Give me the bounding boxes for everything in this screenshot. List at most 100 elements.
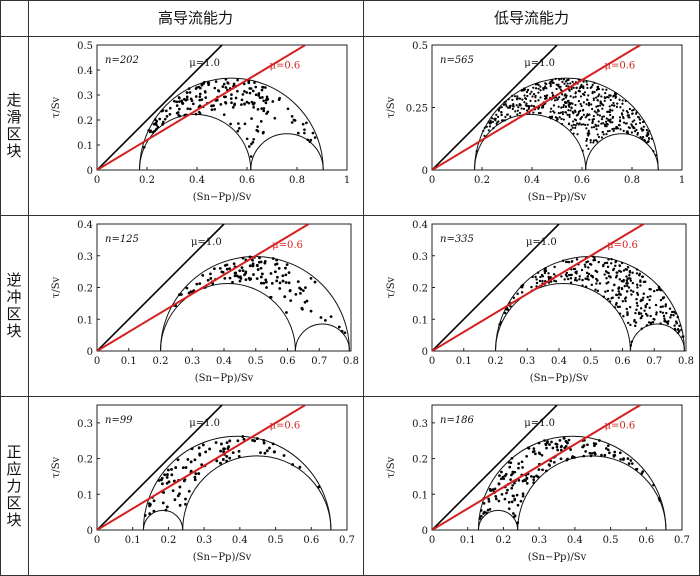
data-point <box>590 103 593 106</box>
data-point <box>614 264 617 268</box>
data-point <box>587 266 590 269</box>
data-point <box>483 126 486 129</box>
data-point <box>659 298 663 302</box>
data-point <box>600 118 604 121</box>
data-point <box>569 277 573 280</box>
data-point <box>304 286 307 290</box>
chart-thrust-low: 0 0.1 0.2 0.3 0.4 0.5 0.6 0.7 0.8 0 0.1 0.2 0.3 0.4 (S… <box>386 220 694 384</box>
data-point <box>549 85 552 88</box>
data-point <box>574 91 577 94</box>
data-point <box>554 77 557 80</box>
data-point <box>187 489 191 493</box>
data-point <box>560 275 563 278</box>
data-point <box>256 268 260 271</box>
data-point <box>639 312 643 315</box>
data-point <box>604 120 608 123</box>
data-point <box>578 122 581 125</box>
data-point <box>635 112 638 115</box>
data-point <box>284 281 288 284</box>
data-point <box>616 271 619 274</box>
data-point <box>581 445 584 449</box>
data-point <box>596 289 600 293</box>
data-point <box>587 147 590 151</box>
data-point <box>564 111 567 114</box>
data-point <box>545 446 548 450</box>
data-point <box>593 110 596 113</box>
data-point <box>586 98 589 101</box>
data-point <box>661 311 665 315</box>
data-point <box>184 466 188 469</box>
data-point <box>532 447 536 450</box>
data-point <box>161 123 165 126</box>
data-point <box>629 289 633 292</box>
x-tick-label: 0.1 <box>460 535 476 546</box>
x-axis-label: (Sn−Pp)/Sv <box>528 552 587 563</box>
data-point <box>516 292 519 296</box>
data-point <box>585 80 588 83</box>
data-point <box>487 500 491 503</box>
data-point <box>479 514 483 518</box>
data-point <box>213 86 217 90</box>
data-point <box>661 296 665 299</box>
data-point <box>560 77 563 80</box>
data-point <box>220 442 223 446</box>
data-point <box>631 120 634 123</box>
data-point <box>228 267 232 271</box>
data-point <box>646 314 649 317</box>
data-point <box>228 439 232 443</box>
data-point <box>260 107 264 110</box>
x-tick-label: 0.4 <box>189 175 205 186</box>
data-point <box>184 497 187 501</box>
data-point <box>560 122 564 126</box>
data-point <box>588 451 592 455</box>
data-point <box>627 116 630 119</box>
data-point <box>531 275 534 279</box>
data-point <box>552 273 556 276</box>
data-point <box>534 452 537 456</box>
data-point <box>662 314 666 318</box>
data-point <box>171 489 175 493</box>
y-tick-label: 0.3 <box>412 419 428 430</box>
x-tick-label: 0.6 <box>280 356 296 367</box>
data-point <box>608 451 611 455</box>
data-point <box>598 104 602 107</box>
data-point <box>275 262 279 266</box>
data-point <box>197 446 201 450</box>
data-point <box>618 119 622 122</box>
data-point <box>225 267 229 271</box>
data-point <box>195 282 199 286</box>
data-point <box>319 316 323 319</box>
plot-area <box>97 405 332 530</box>
data-point <box>532 93 536 96</box>
data-point <box>580 123 583 126</box>
data-point <box>248 91 252 95</box>
data-point <box>641 298 644 302</box>
data-point <box>652 317 655 321</box>
data-point <box>607 281 610 284</box>
data-point <box>580 85 583 89</box>
data-point <box>180 99 184 103</box>
data-point <box>601 107 604 110</box>
data-point <box>210 104 213 108</box>
data-point <box>600 136 604 139</box>
x-tick-label: 0.6 <box>574 175 590 186</box>
data-point <box>570 260 574 263</box>
data-point <box>622 129 625 133</box>
x-tick-label: 0.5 <box>248 356 264 367</box>
x-tick-label: 0.3 <box>184 356 200 367</box>
data-point <box>643 280 647 283</box>
plot-area <box>432 45 659 170</box>
data-point <box>631 112 634 115</box>
data-point <box>198 112 202 115</box>
data-point <box>602 122 605 125</box>
data-point <box>571 455 574 459</box>
data-point <box>626 321 630 325</box>
data-point <box>495 122 498 125</box>
data-point <box>669 316 672 319</box>
data-point <box>641 120 645 124</box>
y-tick-label: 0.5 <box>77 41 93 52</box>
data-point <box>554 116 557 119</box>
data-point <box>243 102 246 106</box>
data-point <box>592 255 595 259</box>
data-point <box>605 261 609 265</box>
